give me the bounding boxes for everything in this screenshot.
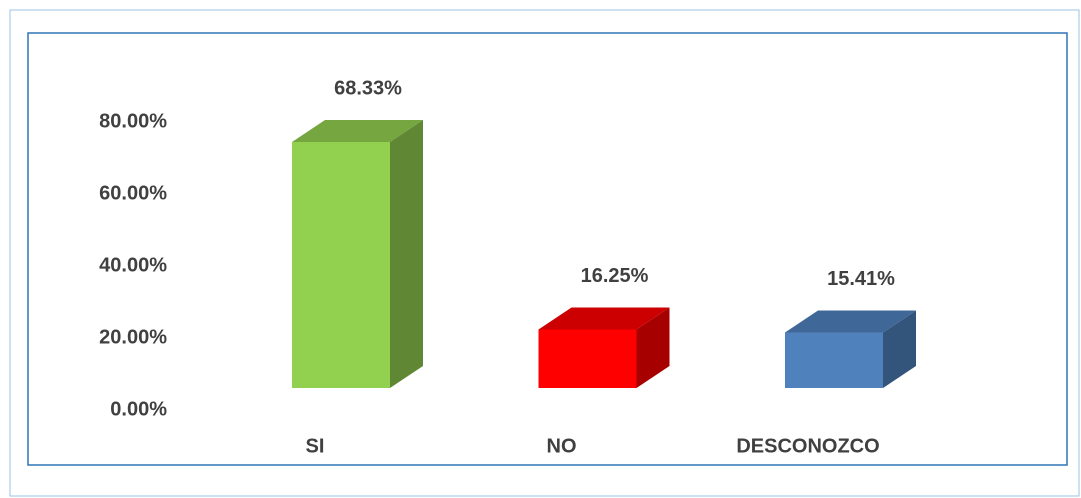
y-tick-label: 20.00% xyxy=(99,326,167,348)
x-tick-label: NO xyxy=(547,435,577,457)
y-tick-label: 0.00% xyxy=(110,398,167,420)
value-label: 15.41% xyxy=(827,268,895,290)
value-label: 16.25% xyxy=(581,265,649,287)
y-tick-label: 60.00% xyxy=(99,182,167,204)
bar-top xyxy=(785,310,916,333)
chart-frame xyxy=(27,32,1068,466)
x-tick-label: DESCONOZCO xyxy=(736,435,879,457)
x-tick-label: SI xyxy=(306,435,325,457)
y-tick-label: 80.00% xyxy=(99,110,167,132)
bar-side xyxy=(636,307,670,388)
bar xyxy=(785,332,883,388)
bar-top xyxy=(538,307,670,330)
bar-side xyxy=(883,310,916,388)
bar xyxy=(292,142,390,388)
bar xyxy=(538,329,637,388)
bar-top xyxy=(292,120,423,143)
bar-side xyxy=(390,120,423,389)
outer-frame xyxy=(9,9,1080,497)
value-label: 68.33% xyxy=(334,77,402,99)
y-tick-label: 40.00% xyxy=(99,254,167,276)
